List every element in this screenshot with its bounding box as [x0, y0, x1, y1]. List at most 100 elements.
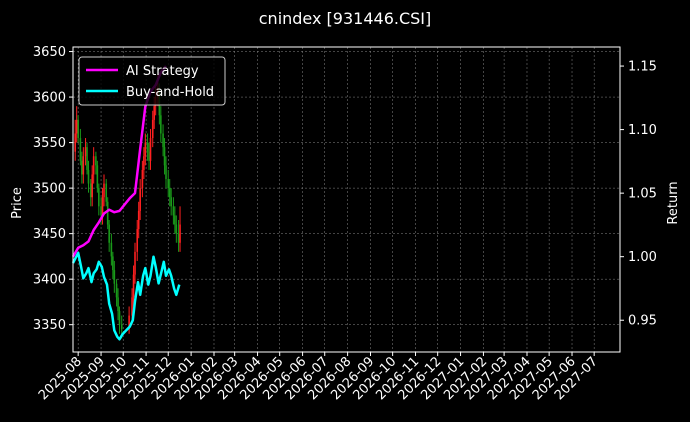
- candle: [149, 128, 152, 170]
- candle: [137, 201, 140, 239]
- candle-body: [77, 119, 79, 139]
- candle-body: [168, 188, 171, 198]
- series-line-buy-and-hold: [71, 251, 181, 341]
- candle: [89, 179, 92, 207]
- candle-body: [95, 156, 97, 166]
- candle: [98, 183, 100, 216]
- candle-body: [86, 147, 88, 170]
- y-axis-left: 3350 3400 3450 3500 3550 3600 3650: [33, 45, 73, 333]
- chart-title: cnindex [931446.CSI]: [259, 9, 432, 28]
- candle: [160, 106, 162, 143]
- candle-body: [101, 197, 104, 216]
- candle-body: [91, 174, 93, 198]
- candle-body: [103, 183, 105, 198]
- candle-body: [81, 160, 83, 175]
- candle: [132, 265, 135, 307]
- candle-body: [153, 106, 156, 120]
- candle: [110, 233, 113, 266]
- candle: [118, 306, 121, 334]
- candle-body: [139, 188, 141, 211]
- candle: [106, 197, 109, 230]
- candle-body: [134, 251, 136, 275]
- y-axis-label: Price: [10, 187, 25, 219]
- candle-body: [128, 315, 130, 330]
- candle-body: [160, 115, 162, 134]
- candle: [141, 160, 144, 198]
- candle: [175, 215, 178, 243]
- candle: [81, 151, 83, 184]
- candle-body: [175, 224, 178, 234]
- candle-body: [79, 138, 82, 161]
- candle-body: [167, 179, 170, 189]
- y-axis-right: 0.95 1.00 1.05 1.10 1.15: [620, 60, 657, 329]
- candle: [108, 219, 110, 252]
- candle-body: [179, 224, 181, 243]
- legend-label-buy-and-hold: Buy-and-Hold: [126, 85, 214, 100]
- candle-body: [148, 151, 150, 161]
- candle-body: [141, 169, 144, 189]
- candle-body: [112, 256, 114, 271]
- candle-body: [172, 206, 175, 216]
- candle-body: [177, 233, 180, 243]
- candle-body: [137, 210, 140, 230]
- candle-body: [132, 274, 135, 298]
- candle-body: [165, 165, 167, 180]
- candle: [170, 188, 172, 216]
- y-tick-label: 3450: [33, 227, 66, 242]
- candle-body: [151, 119, 154, 139]
- y2-tick-label: 0.95: [628, 314, 657, 329]
- candle: [167, 169, 170, 198]
- candle: [79, 128, 82, 166]
- candle: [136, 219, 139, 261]
- candle: [151, 110, 154, 148]
- candle: [165, 156, 167, 189]
- candle: [75, 106, 78, 143]
- candle-body: [106, 201, 109, 225]
- candle: [95, 151, 97, 175]
- candle-body: [89, 183, 92, 198]
- candle: [82, 147, 85, 184]
- candle: [84, 138, 87, 166]
- candle-body: [144, 142, 147, 157]
- y-tick-label: 3500: [33, 182, 66, 197]
- candle-body: [105, 183, 108, 202]
- candle-body: [170, 197, 172, 207]
- y-tick-label: 3600: [33, 91, 66, 106]
- candle: [146, 133, 149, 161]
- candle-body: [131, 297, 133, 316]
- candle: [112, 251, 114, 280]
- candle-body: [98, 188, 100, 207]
- candle: [115, 279, 118, 307]
- y2-tick-label: 1.05: [628, 187, 657, 202]
- candle-body: [163, 147, 166, 166]
- y-tick-label: 3350: [33, 318, 66, 333]
- candle: [179, 206, 181, 252]
- candle-body: [120, 324, 123, 330]
- candle: [163, 138, 166, 175]
- candle: [172, 197, 175, 225]
- y2-tick-label: 1.00: [628, 250, 657, 265]
- candle: [86, 142, 88, 175]
- y-tick-label: 3650: [33, 45, 66, 60]
- candle: [105, 179, 108, 207]
- candle-body: [82, 156, 85, 175]
- candle: [144, 133, 147, 166]
- candle-body: [118, 311, 121, 325]
- candle-body: [146, 142, 149, 152]
- candle-body: [149, 138, 152, 161]
- candle-body: [75, 119, 78, 134]
- candle-body: [115, 283, 118, 298]
- candle-body: [162, 133, 164, 148]
- candle: [162, 124, 164, 157]
- candle: [168, 179, 171, 207]
- candle: [91, 165, 93, 207]
- candle-body: [110, 242, 113, 257]
- candle: [177, 219, 180, 252]
- x-axis: 2025-082025-092025-102025-112025-122026-…: [36, 352, 601, 403]
- candle-body: [100, 206, 102, 216]
- candle: [103, 174, 105, 207]
- plot-frame: [72, 46, 621, 353]
- candle-body: [143, 156, 145, 170]
- candle-body: [84, 147, 87, 157]
